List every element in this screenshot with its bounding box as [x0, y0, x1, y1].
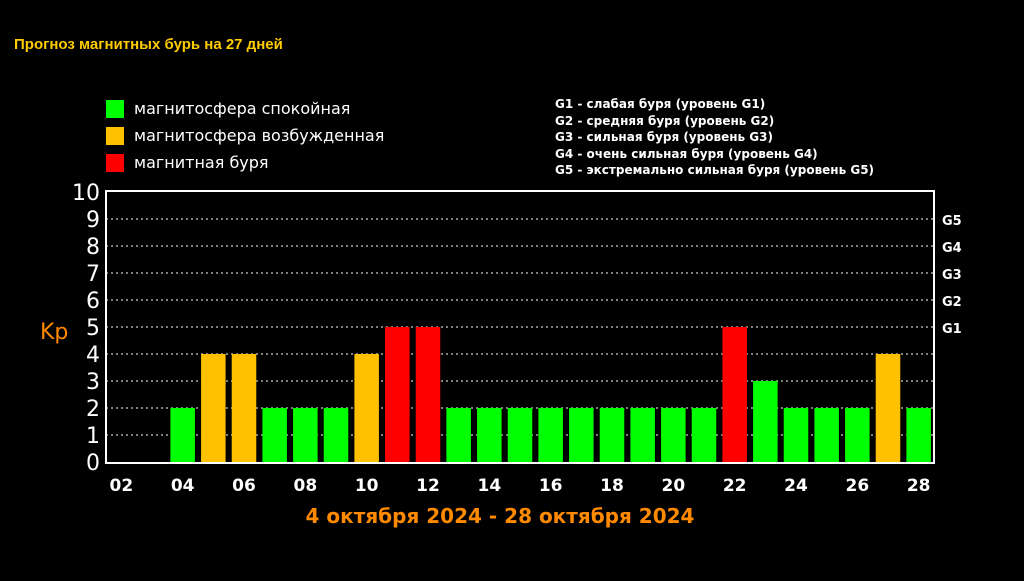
x-tick-label: 22: [723, 476, 747, 496]
bar: [691, 408, 717, 462]
x-tick-label: 18: [600, 476, 624, 496]
legend-g4: G4 - очень сильная буря (уровень G4): [555, 146, 818, 161]
x-tick-label: 12: [416, 476, 440, 496]
g-level-label: G4: [942, 241, 962, 256]
page-title: Прогноз магнитных бурь на 27 дней: [14, 36, 283, 53]
legend-item-quiet: магнитосфера спокойная: [106, 95, 384, 122]
bar: [323, 408, 349, 462]
x-tick-label: 04: [171, 476, 195, 496]
legend-g1: G1 - слабая буря (уровень G1): [555, 97, 766, 111]
x-tick-label: 20: [661, 476, 685, 496]
legend-g3: G3 - сильная буря (уровень G3): [555, 130, 773, 144]
x-tick-label: 10: [355, 476, 379, 496]
g-level-label: G3: [942, 268, 962, 283]
y-tick-label: 9: [86, 208, 100, 233]
x-tick-label: 16: [539, 476, 563, 496]
bar: [630, 408, 655, 462]
y-tick-label: 1: [86, 424, 100, 449]
legend-g-levels: G1 - слабая буря (уровень G1) G2 - средн…: [555, 96, 874, 179]
bar: [845, 408, 870, 462]
bar: [354, 354, 379, 462]
x-tick-label: 08: [293, 476, 317, 496]
bar: [446, 408, 471, 462]
bar: [231, 354, 257, 462]
legend-label-quiet: магнитосфера спокойная: [134, 99, 351, 118]
legend-swatch-storm: [106, 153, 124, 172]
x-tick-label: 02: [109, 476, 133, 496]
bar: [477, 408, 502, 462]
bar: [875, 354, 901, 462]
legend-g5: G5 - экстремально сильная буря (уровень …: [555, 163, 875, 177]
legend-label-excited: магнитосфера возбужденная: [134, 126, 385, 145]
legend-status: магнитосфера спокойная магнитосфера возб…: [106, 95, 384, 176]
legend-label-storm: магнитная буря: [134, 153, 269, 172]
y-tick-label: 4: [86, 343, 100, 368]
y-tick-label: 3: [86, 370, 100, 395]
bar: [538, 408, 563, 462]
y-tick-label: 8: [86, 235, 100, 260]
legend-g2: G2 - средняя буря (уровень G2): [555, 113, 775, 128]
date-range: 4 октября 2024 - 28 октября 2024: [305, 504, 695, 528]
legend-item-storm: магнитная буря: [106, 149, 384, 176]
bar: [262, 408, 287, 462]
x-tick-label: 06: [232, 476, 256, 496]
bar: [814, 408, 839, 462]
x-tick-label: 26: [845, 476, 869, 496]
x-tick-label: 24: [784, 476, 808, 496]
bar: [293, 408, 318, 462]
y-tick-label: 0: [86, 451, 100, 476]
bar: [385, 327, 410, 462]
g-level-label: G5: [942, 214, 962, 229]
y-axis-label: Kp: [40, 320, 68, 345]
g-level-label: G1: [942, 322, 962, 337]
legend-swatch-quiet: [106, 99, 124, 118]
g-level-label: G2: [942, 295, 962, 310]
bar: [783, 408, 809, 462]
bar: [906, 408, 931, 462]
bar: [722, 327, 747, 462]
y-tick-label: 2: [86, 397, 100, 422]
x-tick-label: 28: [907, 476, 931, 496]
legend-swatch-excited: [106, 126, 124, 145]
x-tick-label: 14: [477, 476, 501, 496]
y-tick-label: 10: [72, 181, 100, 206]
bar: [170, 408, 195, 462]
bar: [661, 408, 686, 462]
bar: [507, 408, 533, 462]
bar: [415, 327, 441, 462]
legend-item-excited: магнитосфера возбужденная: [106, 122, 384, 149]
bar: [599, 408, 625, 462]
bar: [569, 408, 594, 462]
bar: [753, 381, 778, 462]
bar: [201, 354, 226, 462]
y-tick-label: 6: [86, 289, 100, 314]
y-tick-label: 7: [86, 262, 100, 287]
y-tick-label: 5: [86, 316, 100, 341]
